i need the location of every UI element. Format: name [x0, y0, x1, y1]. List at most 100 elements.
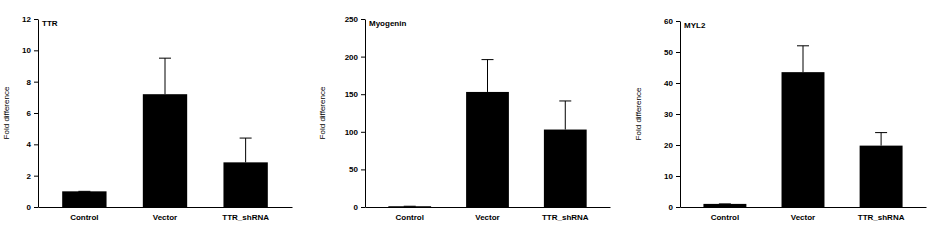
x-tick-label: Control [70, 213, 98, 222]
y-tick-mark [361, 57, 365, 58]
error-stem [565, 101, 566, 130]
x-tick-label: Vector [791, 213, 815, 222]
x-tick: TTR_shRNA [542, 207, 589, 222]
error-cap [559, 100, 571, 101]
error-stem [245, 138, 246, 162]
x-tick: TTR_shRNA [222, 207, 269, 222]
y-tick-mark [34, 207, 38, 208]
error-cap [78, 191, 90, 192]
panel: 0102030405060ControlVectorTTR_shRNAMYL2F… [634, 17, 927, 222]
y-tick: 30 [664, 110, 680, 119]
bar [782, 72, 825, 207]
x-tick-label: Control [711, 213, 739, 222]
y-tick-label: 30 [664, 110, 673, 119]
error-bar [78, 191, 90, 192]
error-cap [404, 206, 416, 207]
bar [62, 191, 106, 207]
y-tick-mark [676, 114, 680, 115]
y-tick: 8 [27, 78, 38, 87]
y-tick-mark [361, 169, 365, 170]
y-axis-line [365, 20, 366, 208]
y-tick-mark [676, 145, 680, 146]
y-tick-mark [676, 21, 680, 22]
y-tick-label: 60 [664, 17, 673, 26]
y-tick: 200 [345, 53, 365, 62]
panel: 024681012ControlVectorTTR_shRNATTRFold d… [2, 15, 293, 222]
error-bar [875, 133, 887, 146]
plot-area [703, 46, 902, 207]
x-axis-line [681, 207, 927, 208]
plot-area [62, 58, 268, 207]
y-tick-mark [361, 207, 365, 208]
y-tick-mark [676, 83, 680, 84]
y-axis-title: Fold difference [318, 86, 327, 139]
y-tick: 40 [664, 79, 680, 88]
y-axis: 0102030405060 [664, 17, 680, 212]
bar [388, 206, 431, 207]
error-bar [559, 101, 571, 130]
y-tick-label: 200 [345, 53, 359, 62]
error-bar [240, 138, 252, 162]
y-tick-label: 250 [345, 15, 359, 24]
y-axis: 050100150200250 [345, 15, 366, 212]
x-axis: Control Vector TTR_shRNA [366, 207, 611, 222]
error-bar [797, 46, 809, 72]
y-tick-mark [676, 52, 680, 53]
error-cap [482, 59, 494, 60]
y-tick-label: 8 [27, 78, 32, 87]
y-axis-line [38, 20, 39, 208]
y-tick-mark [361, 19, 365, 20]
y-tick-label: 4 [27, 140, 32, 149]
y-tick: 2 [27, 172, 38, 181]
y-axis-line [680, 22, 681, 208]
error-cap [719, 203, 731, 204]
error-cap [875, 132, 887, 133]
x-axis: Control Vector TTR_shRNA [39, 207, 293, 222]
x-tick: Control [711, 207, 739, 222]
y-tick: 0 [354, 203, 365, 212]
x-tick-label: TTR_shRNA [858, 213, 905, 222]
y-tick-label: 150 [345, 90, 359, 99]
y-tick: 6 [27, 109, 38, 118]
y-tick-mark [34, 144, 38, 145]
y-tick: 10 [664, 172, 680, 181]
y-axis: 024681012 [22, 15, 38, 212]
y-tick: 0 [669, 203, 680, 212]
y-tick-mark [361, 94, 365, 95]
y-tick-mark [34, 176, 38, 177]
y-tick: 60 [664, 17, 680, 26]
x-tick-label: Vector [153, 213, 177, 222]
y-tick-mark [361, 132, 365, 133]
x-tick-label: Vector [475, 213, 499, 222]
x-tick: TTR_shRNA [858, 207, 905, 222]
y-axis-title: Fold difference [2, 86, 11, 139]
y-tick-mark [34, 82, 38, 83]
y-tick-label: 100 [345, 128, 359, 137]
y-tick: 0 [27, 203, 38, 212]
y-tick-label: 50 [664, 48, 673, 57]
error-stem [487, 60, 488, 92]
x-tick: Control [70, 207, 98, 222]
y-tick: 12 [22, 15, 38, 24]
plot-area [388, 60, 586, 207]
x-tick: Control [396, 207, 424, 222]
y-axis-title: Fold difference [634, 87, 643, 140]
error-bar [404, 206, 416, 207]
chart-title: Myogenin [369, 19, 406, 28]
y-tick-mark [34, 19, 38, 20]
y-tick: 50 [664, 48, 680, 57]
y-tick-mark [34, 113, 38, 114]
error-cap [159, 58, 171, 59]
x-tick-label: TTR_shRNA [222, 213, 269, 222]
error-bar [719, 203, 731, 204]
bar [223, 162, 267, 207]
x-axis-line [366, 207, 611, 208]
bar [703, 204, 746, 207]
y-tick: 150 [345, 90, 365, 99]
bar [544, 130, 587, 207]
y-tick-label: 12 [22, 15, 31, 24]
x-tick-label: Control [396, 213, 424, 222]
panel: 050100150200250ControlVectorTTR_shRNAMyo… [318, 15, 611, 222]
x-axis-line [39, 207, 293, 208]
y-tick-label: 0 [669, 203, 674, 212]
